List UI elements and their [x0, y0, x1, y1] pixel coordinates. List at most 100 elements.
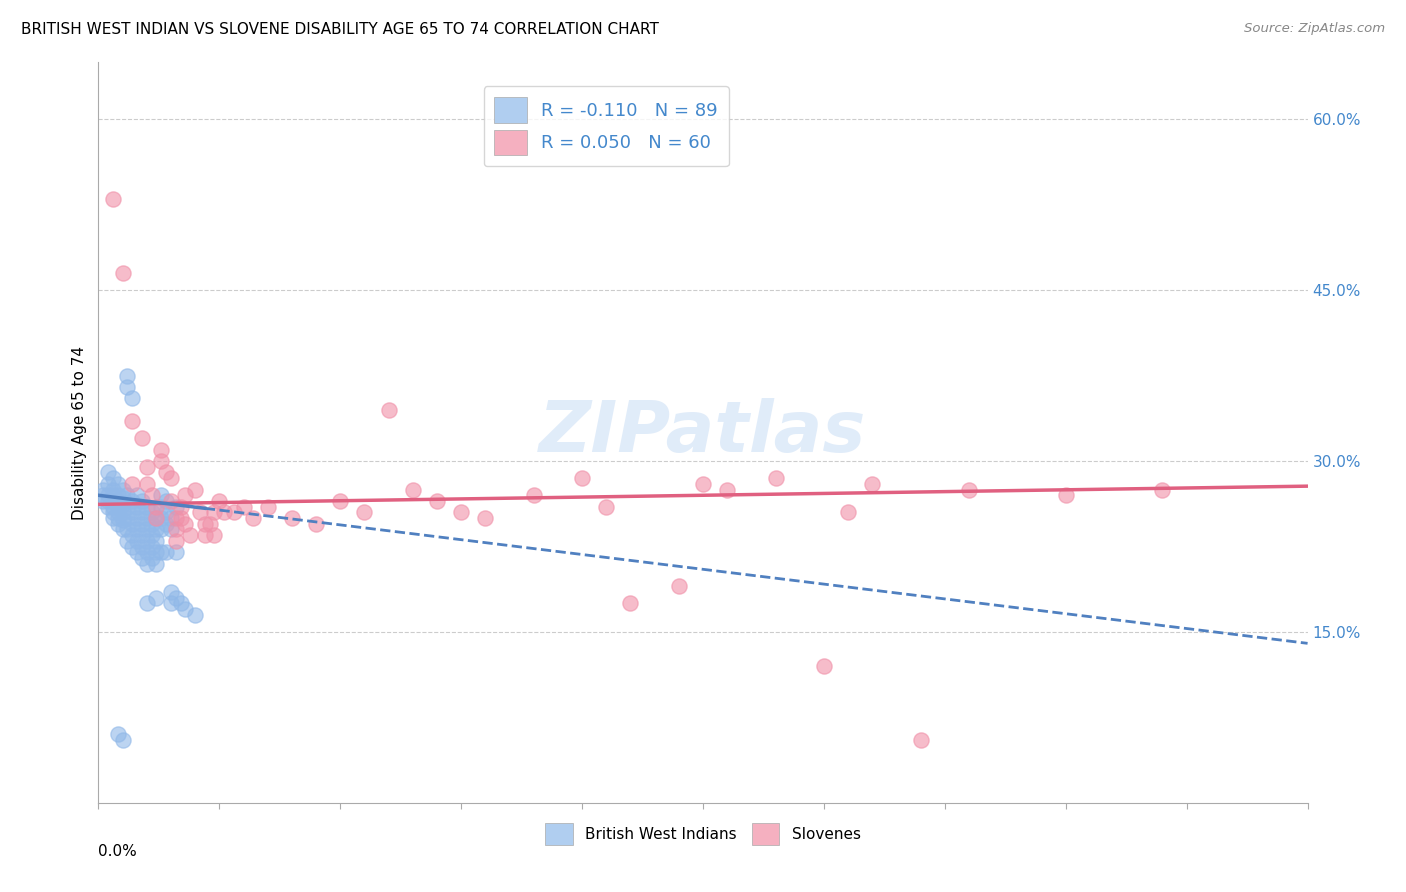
- Point: [141, 516, 163, 531]
- Point: [111, 266, 134, 280]
- Point: [101, 483, 124, 497]
- Point: [150, 511, 173, 525]
- Point: [101, 471, 124, 485]
- Point: [1054, 488, 1077, 502]
- Point: [765, 471, 787, 485]
- Point: [160, 523, 183, 537]
- Point: [141, 550, 163, 565]
- Point: [150, 500, 173, 514]
- Point: [135, 597, 157, 611]
- Point: [107, 516, 129, 531]
- Point: [204, 505, 226, 519]
- Point: [837, 505, 859, 519]
- Point: [111, 513, 134, 527]
- Point: [155, 505, 177, 519]
- Point: [145, 591, 167, 605]
- Text: ZIPatlas: ZIPatlas: [540, 398, 866, 467]
- Point: [194, 516, 217, 531]
- Point: [595, 500, 617, 514]
- Point: [121, 494, 143, 508]
- Point: [1152, 483, 1174, 497]
- Point: [155, 466, 177, 480]
- Point: [131, 494, 153, 508]
- Point: [117, 511, 139, 525]
- Point: [208, 494, 231, 508]
- Point: [571, 471, 593, 485]
- Point: [150, 545, 173, 559]
- Point: [165, 591, 187, 605]
- Point: [242, 511, 264, 525]
- Point: [160, 471, 183, 485]
- Point: [107, 511, 129, 525]
- Point: [127, 500, 149, 514]
- Legend: British West Indians, Slovenes: British West Indians, Slovenes: [540, 817, 866, 851]
- Point: [145, 523, 167, 537]
- Point: [668, 579, 690, 593]
- Point: [150, 523, 173, 537]
- Point: [426, 494, 449, 508]
- Point: [111, 497, 134, 511]
- Point: [222, 505, 245, 519]
- Point: [165, 500, 187, 514]
- Point: [101, 494, 124, 508]
- Point: [165, 511, 187, 525]
- Point: [121, 476, 143, 491]
- Point: [111, 733, 134, 747]
- Text: BRITISH WEST INDIAN VS SLOVENE DISABILITY AGE 65 TO 74 CORRELATION CHART: BRITISH WEST INDIAN VS SLOVENE DISABILIT…: [21, 22, 659, 37]
- Point: [204, 528, 226, 542]
- Point: [131, 431, 153, 445]
- Point: [860, 476, 883, 491]
- Point: [141, 528, 163, 542]
- Point: [135, 523, 157, 537]
- Point: [169, 511, 191, 525]
- Point: [135, 511, 157, 525]
- Point: [121, 392, 143, 406]
- Point: [160, 511, 183, 525]
- Point: [131, 505, 153, 519]
- Point: [135, 500, 157, 514]
- Point: [813, 659, 835, 673]
- Point: [188, 505, 211, 519]
- Point: [121, 528, 143, 542]
- Point: [117, 523, 139, 537]
- Point: [523, 488, 546, 502]
- Point: [160, 494, 183, 508]
- Point: [150, 488, 173, 502]
- Point: [121, 540, 143, 554]
- Point: [107, 727, 129, 741]
- Point: [121, 414, 143, 428]
- Point: [184, 607, 207, 622]
- Point: [131, 528, 153, 542]
- Point: [155, 494, 177, 508]
- Point: [155, 516, 177, 531]
- Point: [135, 545, 157, 559]
- Point: [127, 488, 149, 502]
- Point: [127, 511, 149, 525]
- Point: [127, 523, 149, 537]
- Point: [97, 488, 120, 502]
- Point: [910, 733, 932, 747]
- Point: [165, 533, 187, 548]
- Point: [212, 505, 235, 519]
- Point: [174, 488, 197, 502]
- Point: [107, 505, 129, 519]
- Point: [450, 505, 472, 519]
- Point: [716, 483, 738, 497]
- Point: [135, 459, 157, 474]
- Point: [131, 540, 153, 554]
- Point: [377, 402, 399, 417]
- Point: [160, 597, 183, 611]
- Point: [474, 511, 496, 525]
- Point: [111, 523, 134, 537]
- Point: [957, 483, 980, 497]
- Point: [131, 550, 153, 565]
- Point: [305, 516, 328, 531]
- Point: [145, 533, 167, 548]
- Point: [117, 500, 139, 514]
- Point: [117, 533, 139, 548]
- Point: [117, 488, 139, 502]
- Point: [101, 505, 124, 519]
- Point: [97, 476, 120, 491]
- Point: [101, 488, 124, 502]
- Point: [145, 511, 167, 525]
